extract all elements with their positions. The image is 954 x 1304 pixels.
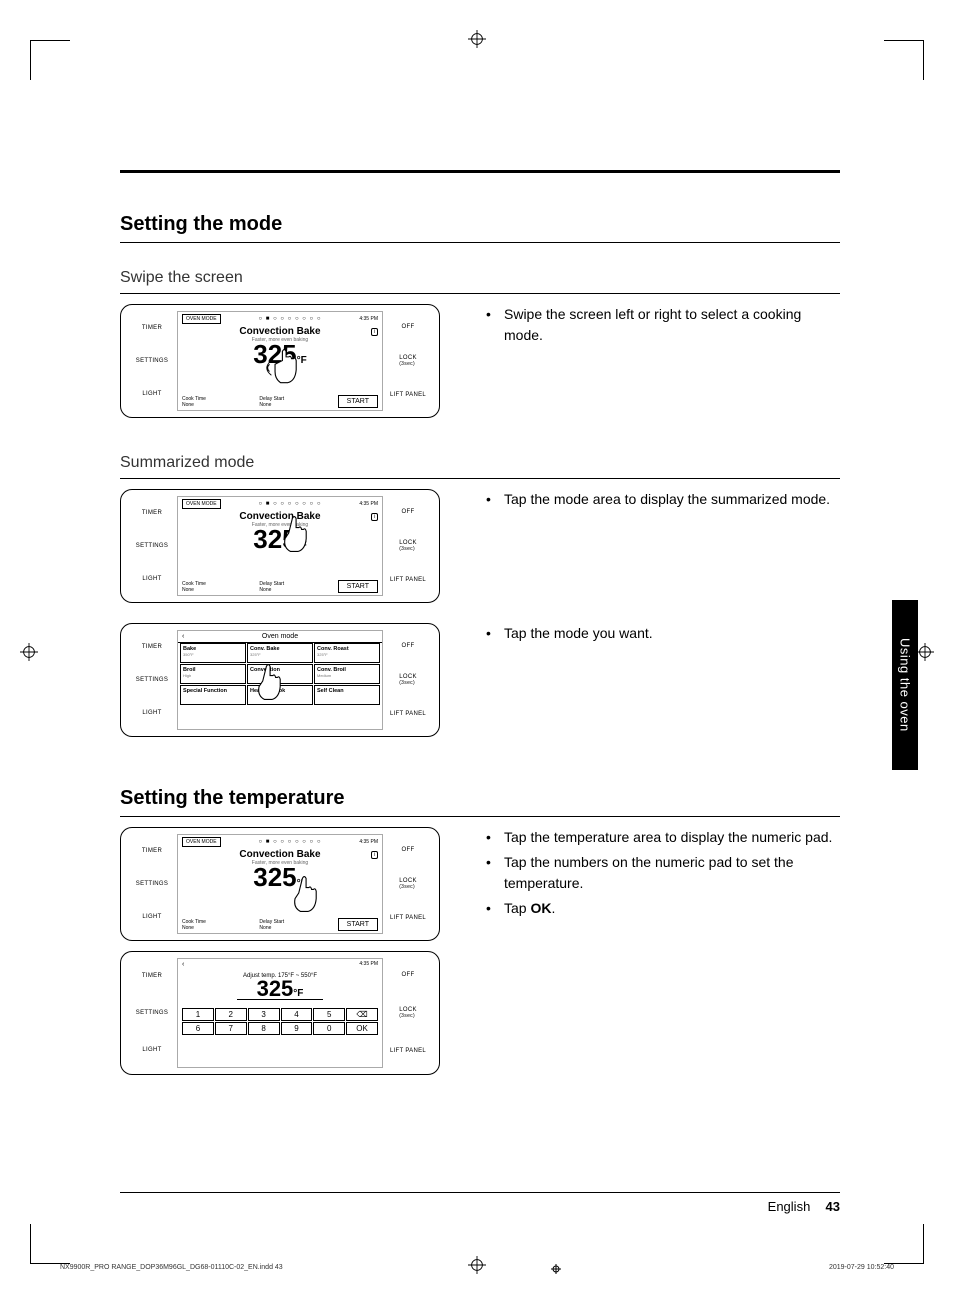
back-icon[interactable]: ‹ <box>182 961 184 968</box>
mode-cell-special[interactable]: Special Function <box>180 685 246 705</box>
key-2[interactable]: 2 <box>215 1008 247 1021</box>
section-tab: Using the oven <box>892 600 918 770</box>
bullet: Tap OK. <box>480 898 840 919</box>
mode-title[interactable]: Convection Bake <box>239 326 320 337</box>
key-9[interactable]: 9 <box>281 1022 313 1035</box>
heading-swipe: Swipe the screen <box>120 269 840 287</box>
mode-grid: Bake350°F Conv. Bake325°F Conv. Roast325… <box>178 643 382 705</box>
bullet: Tap the mode you want. <box>480 623 840 644</box>
back-icon[interactable]: ‹ <box>182 633 184 640</box>
bullet: Swipe the screen left or right to select… <box>480 304 840 346</box>
mode-cell-self-clean[interactable]: Self Clean <box>314 685 380 705</box>
key-4[interactable]: 4 <box>281 1008 313 1021</box>
key-0[interactable]: 0 <box>313 1022 345 1035</box>
oven-mode-button[interactable]: OVEN MODE <box>182 314 221 324</box>
start-button[interactable]: START <box>338 395 378 408</box>
left-buttons: TIMERSETTINGSLIGHT <box>127 311 177 411</box>
registration-mark-left <box>20 643 38 661</box>
key-backspace[interactable]: ⌫ <box>346 1008 378 1021</box>
rule <box>120 478 840 479</box>
page-footer: English 43 <box>120 1192 840 1214</box>
rule <box>120 816 840 817</box>
key-ok[interactable]: OK <box>346 1022 378 1035</box>
mode-cell-convection[interactable]: Convection <box>247 664 313 684</box>
bullet: Tap the mode area to display the summari… <box>480 489 840 510</box>
key-7[interactable]: 7 <box>215 1022 247 1035</box>
oven-panel-tap-temp: TIMERSETTINGSLIGHT OVEN MODE○ ■ ○ ○ ○ ○ … <box>120 827 440 941</box>
key-8[interactable]: 8 <box>248 1022 280 1035</box>
key-5[interactable]: 5 <box>313 1008 345 1021</box>
start-button[interactable]: START <box>338 918 378 931</box>
oven-panel-swipe: TIMERSETTINGSLIGHT OVEN MODE○ ■ ○ ○ ○ ○ … <box>120 304 440 418</box>
key-3[interactable]: 3 <box>248 1008 280 1021</box>
heading-setting-mode: Setting the mode <box>120 213 840 236</box>
heading-setting-temp: Setting the temperature <box>120 787 840 810</box>
heading-summarized: Summarized mode <box>120 454 840 472</box>
key-6[interactable]: 6 <box>182 1022 214 1035</box>
bullet: Tap the numbers on the numeric pad to se… <box>480 852 840 894</box>
mode-cell-bake[interactable]: Bake350°F <box>180 643 246 663</box>
oven-panel-mode-grid: TIMERSETTINGSLIGHT ‹Oven mode Bake350°F … <box>120 623 440 737</box>
temp-display[interactable]: 325°F <box>253 343 307 366</box>
rule <box>120 293 840 294</box>
mode-cell-broil[interactable]: BroilHigh <box>180 664 246 684</box>
registration-mark-right <box>916 643 934 661</box>
right-buttons: OFFLOCK(3sec)LIFT PANEL <box>383 311 433 411</box>
temp-display[interactable]: 325°F <box>253 866 307 889</box>
mode-cell-conv-bake[interactable]: Conv. Bake325°F <box>247 643 313 663</box>
registration-mark-top <box>468 30 486 48</box>
numeric-keypad: 1 2 3 4 5 ⌫ 6 7 8 9 0 OK <box>178 1006 382 1037</box>
print-info: NX9900R_PRO RANGE_DOP36M96GL_DG68-01110C… <box>60 1264 894 1274</box>
rule <box>120 242 840 243</box>
bullet: Tap the temperature area to display the … <box>480 827 840 848</box>
key-1[interactable]: 1 <box>182 1008 214 1021</box>
top-rule <box>120 170 840 173</box>
info-icon[interactable]: i <box>371 328 378 336</box>
mode-title[interactable]: Convection Bake <box>239 511 320 522</box>
mode-cell-conv-roast[interactable]: Conv. Roast325°F <box>314 643 380 663</box>
oven-panel-tap-mode: TIMERSETTINGSLIGHT OVEN MODE○ ■ ○ ○ ○ ○ … <box>120 489 440 603</box>
mode-cell-healthy[interactable]: Healthy Cook <box>247 685 313 705</box>
start-button[interactable]: START <box>338 580 378 593</box>
oven-panel-keypad: TIMERSETTINGSLIGHT ‹4:35 PM Adjust temp.… <box>120 951 440 1075</box>
mode-cell-conv-broil[interactable]: Conv. BroilMedium <box>314 664 380 684</box>
